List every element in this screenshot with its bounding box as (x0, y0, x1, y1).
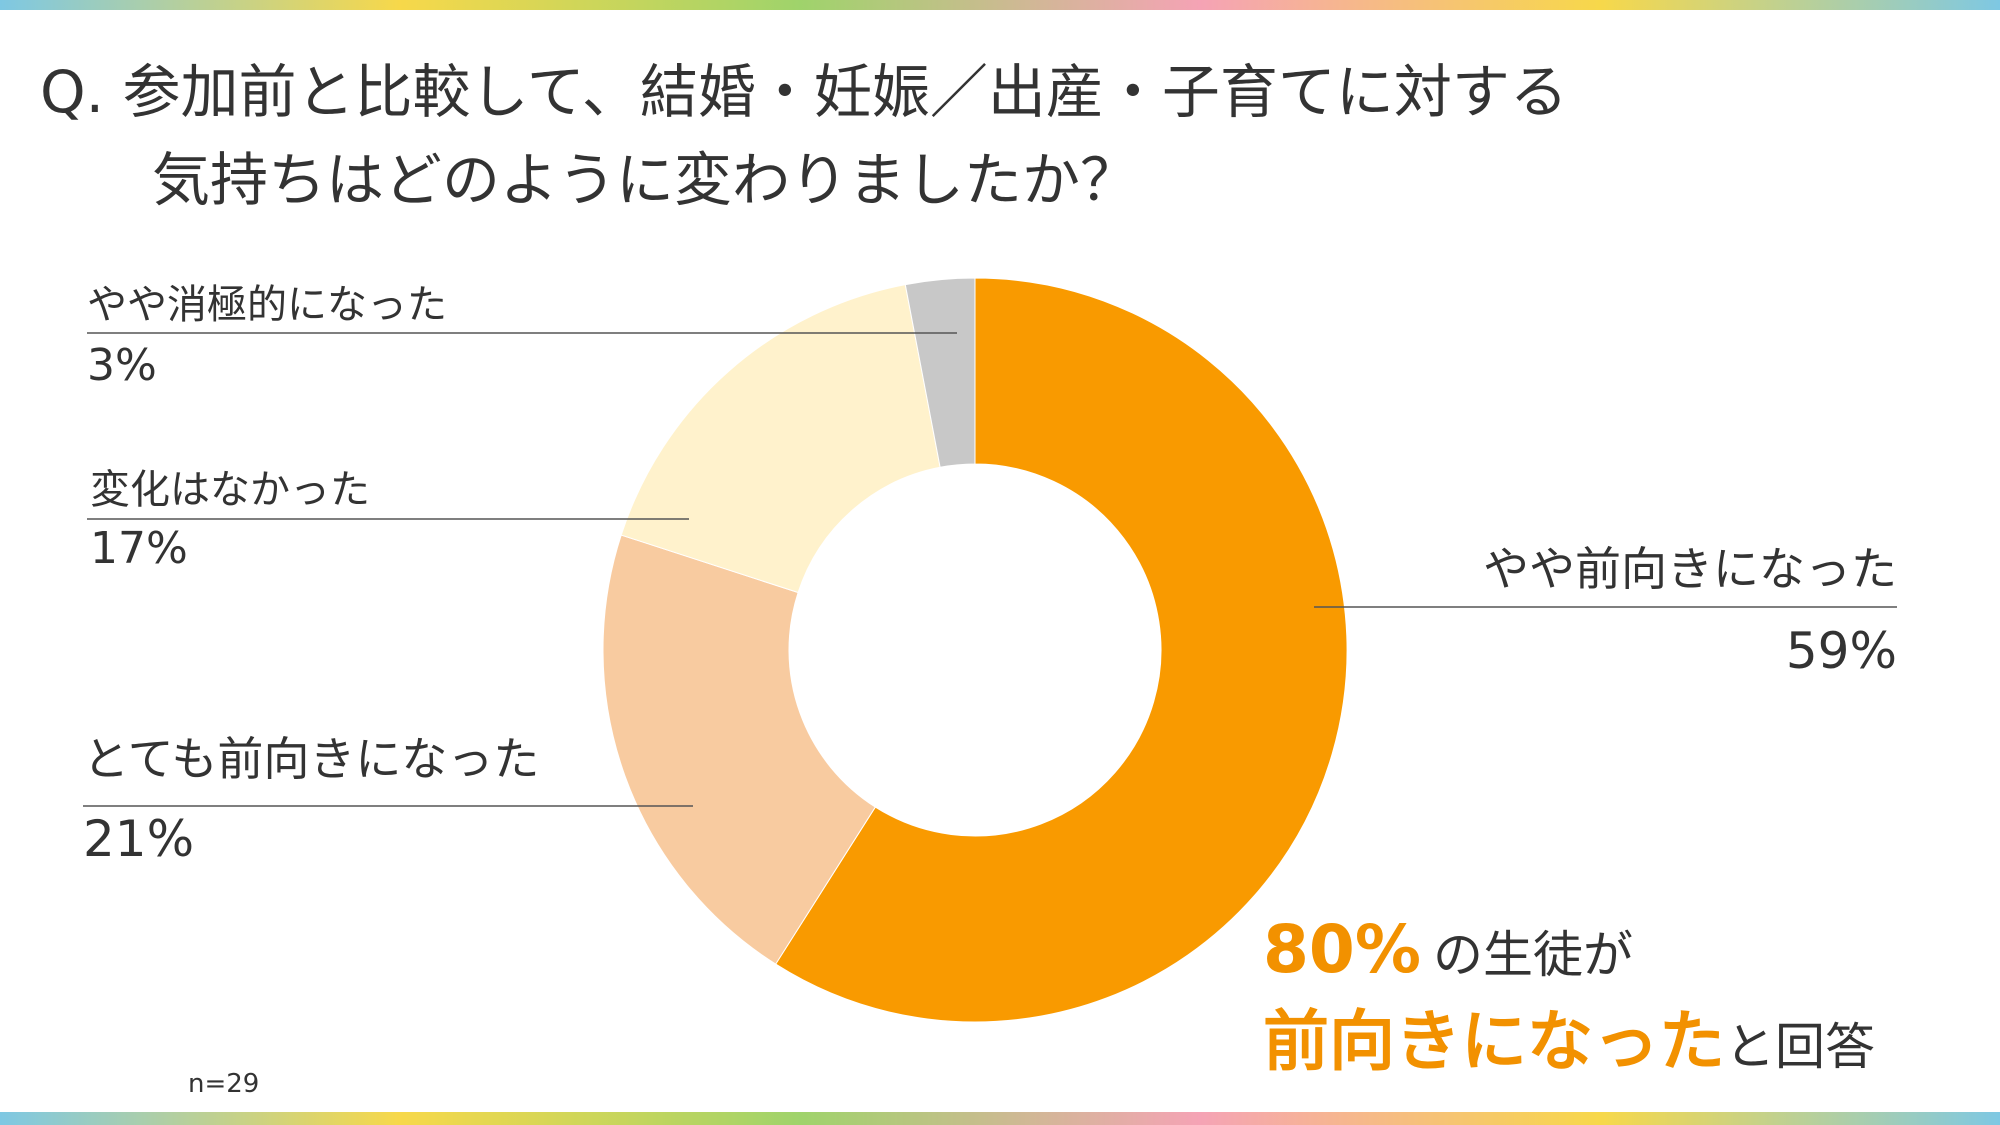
annotation-part: 80% (1263, 911, 1421, 988)
annotation-part: の生徒が (1433, 926, 1633, 984)
slice-value: 21% (83, 810, 194, 868)
annotation: 80% の生徒が (1263, 911, 1633, 988)
donut-slice (602, 534, 877, 965)
title-line: Q. 参加前と比較して、結婚・妊娠／出産・子育てに対する (40, 58, 1568, 126)
slice-label: やや前向きになった (1483, 542, 1897, 596)
slice-value: 3% (87, 340, 157, 391)
slice-value: 59% (1786, 622, 1897, 680)
annotation-part: 前向きになった (1263, 1003, 1725, 1080)
donut-slice (620, 284, 941, 594)
slice-label: とても前向きになった (83, 732, 539, 786)
slice-label: やや消極的になった (87, 282, 447, 328)
slice-label: 変化はなかった (90, 467, 370, 513)
annotation: 前向きになったと回答 (1263, 1003, 1875, 1080)
donut-slice (774, 277, 1348, 1023)
top-stripe (0, 0, 2000, 10)
donut-slice (904, 277, 976, 468)
title-line: 気持ちはどのように変わりましたか？ (152, 146, 1138, 214)
note: n=29 (188, 1069, 259, 1099)
slice-value: 17% (90, 523, 188, 574)
bottom-stripe (0, 1112, 2000, 1125)
annotation-part: と回答 (1725, 1018, 1875, 1076)
